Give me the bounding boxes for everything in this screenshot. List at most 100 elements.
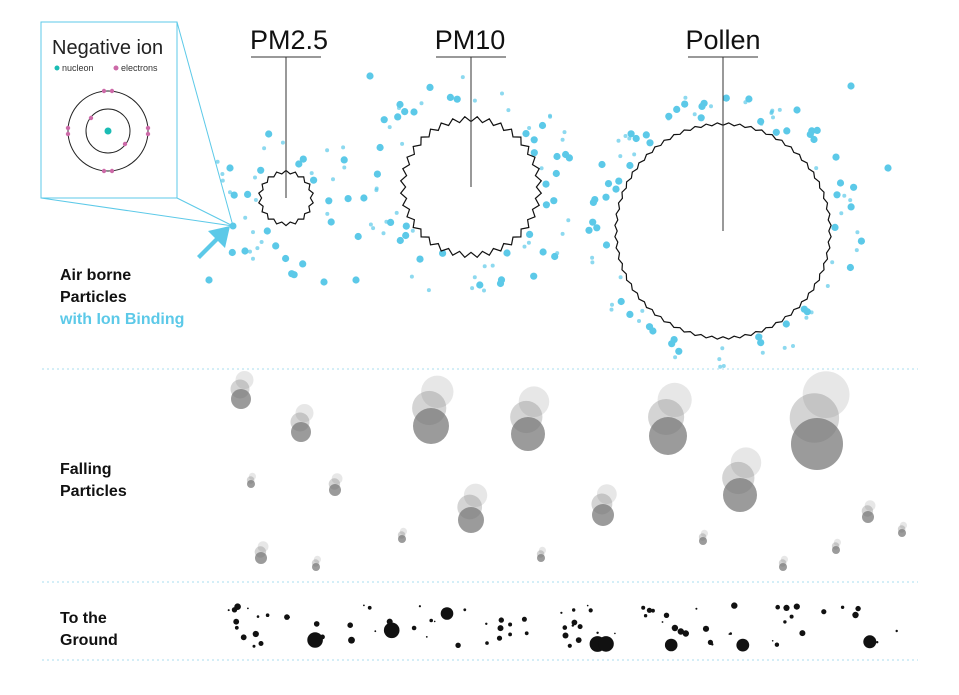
- ion-dot: [665, 112, 673, 120]
- ion-dot: [850, 183, 858, 191]
- ion-dot: [791, 344, 795, 348]
- falling-particle-trail: [899, 521, 908, 530]
- ground-particle: [863, 635, 877, 649]
- ground-particle: [731, 602, 738, 609]
- ion-dot: [602, 193, 610, 201]
- nucleus: [104, 127, 112, 135]
- ion-dot: [371, 226, 376, 231]
- ion-dot: [683, 95, 688, 100]
- ion-dot: [402, 231, 410, 240]
- falling-particle: [511, 417, 545, 451]
- ground-particle: [288, 616, 290, 619]
- ion-dot: [340, 156, 348, 164]
- ion-dot: [847, 203, 855, 211]
- falling-label: Falling Particles: [60, 459, 127, 503]
- falling-particle-trail: [248, 472, 256, 480]
- ion-dot: [228, 248, 236, 257]
- ground-particle: [567, 643, 572, 648]
- ground-particle: [586, 604, 589, 607]
- ion-dot: [360, 194, 368, 202]
- ground-particle: [433, 620, 436, 623]
- ion-dot: [325, 148, 330, 153]
- ion-dot: [838, 181, 843, 185]
- electron: [101, 168, 107, 174]
- falling-particle: [898, 529, 906, 537]
- electron: [88, 115, 94, 121]
- ion-dot: [394, 210, 399, 215]
- ground-particle: [641, 605, 646, 610]
- ground-particle: [233, 618, 240, 625]
- ground-particle: [671, 624, 679, 632]
- pm25-title: PM2.5: [250, 25, 328, 55]
- ion-dot: [542, 180, 550, 188]
- ion-dot: [604, 180, 613, 188]
- ion-dot: [352, 276, 360, 284]
- ion-dot: [503, 249, 511, 257]
- falling-particle-trail: [833, 538, 842, 547]
- ion-dot: [760, 350, 765, 355]
- ion-dot: [548, 114, 553, 119]
- ion-dot: [243, 215, 248, 220]
- ion-dot: [259, 240, 264, 244]
- ground-particle: [383, 622, 400, 639]
- ion-dot: [476, 281, 484, 289]
- falling-particle-trail: [780, 555, 789, 564]
- ion-dot: [593, 224, 601, 232]
- ground-particle: [695, 607, 698, 610]
- ground-label-line2: Ground: [60, 632, 118, 649]
- ion-dot: [589, 218, 597, 226]
- ground-particle: [614, 632, 616, 635]
- ion-dot: [374, 188, 379, 193]
- ground-particle: [677, 628, 684, 635]
- ion-dot: [617, 297, 625, 306]
- ground-particle: [855, 605, 861, 612]
- falling-particle-trail: [700, 529, 709, 538]
- ground-particle: [252, 644, 256, 648]
- ion-dot: [255, 246, 260, 251]
- ground-particle: [363, 604, 365, 607]
- ground-particle: [386, 618, 393, 625]
- ground-particle: [702, 625, 710, 632]
- ion-dot: [248, 249, 252, 254]
- ion-dot: [618, 154, 623, 159]
- ion-dot: [373, 170, 381, 178]
- outer-orbit: [67, 90, 149, 172]
- ground-particle: [265, 613, 270, 617]
- ion-dot: [598, 160, 606, 169]
- falling-particle: [255, 552, 267, 564]
- ground-particle: [560, 611, 563, 614]
- ion-dot: [825, 284, 830, 288]
- ion-dot: [626, 310, 634, 318]
- ground-label-line1: To the: [60, 610, 107, 627]
- falling-particle: [779, 563, 787, 571]
- ground-particle: [783, 620, 787, 624]
- ground-particle: [774, 642, 780, 647]
- ion-dot: [612, 185, 620, 193]
- ion-dot: [777, 107, 782, 112]
- ion-dot: [810, 135, 818, 144]
- ground-particle: [508, 622, 513, 627]
- ion-dot: [299, 155, 307, 163]
- ion-dot: [366, 72, 374, 80]
- ion-dot: [472, 275, 477, 280]
- ion-dot: [757, 117, 765, 126]
- ion-dot: [758, 334, 763, 339]
- ground-particle: [234, 625, 239, 630]
- ion-dot: [884, 164, 892, 172]
- ion-dot: [560, 231, 565, 236]
- ion-dot: [803, 308, 811, 316]
- ion-dot: [460, 75, 465, 80]
- ion-dot: [813, 126, 821, 134]
- ground-particle: [783, 604, 790, 612]
- ion-dot: [288, 270, 296, 278]
- ion-dot: [530, 149, 538, 157]
- falling-particle-trail: [399, 527, 407, 536]
- ion-dot: [446, 93, 454, 101]
- section-dividers: [42, 368, 918, 661]
- ground-particle: [799, 630, 806, 637]
- falling-particle: [398, 535, 406, 543]
- ion-dot: [550, 197, 558, 205]
- nucleon-legend-label: nucleon: [62, 63, 94, 73]
- falling-particle: [791, 418, 843, 470]
- electron: [145, 125, 151, 131]
